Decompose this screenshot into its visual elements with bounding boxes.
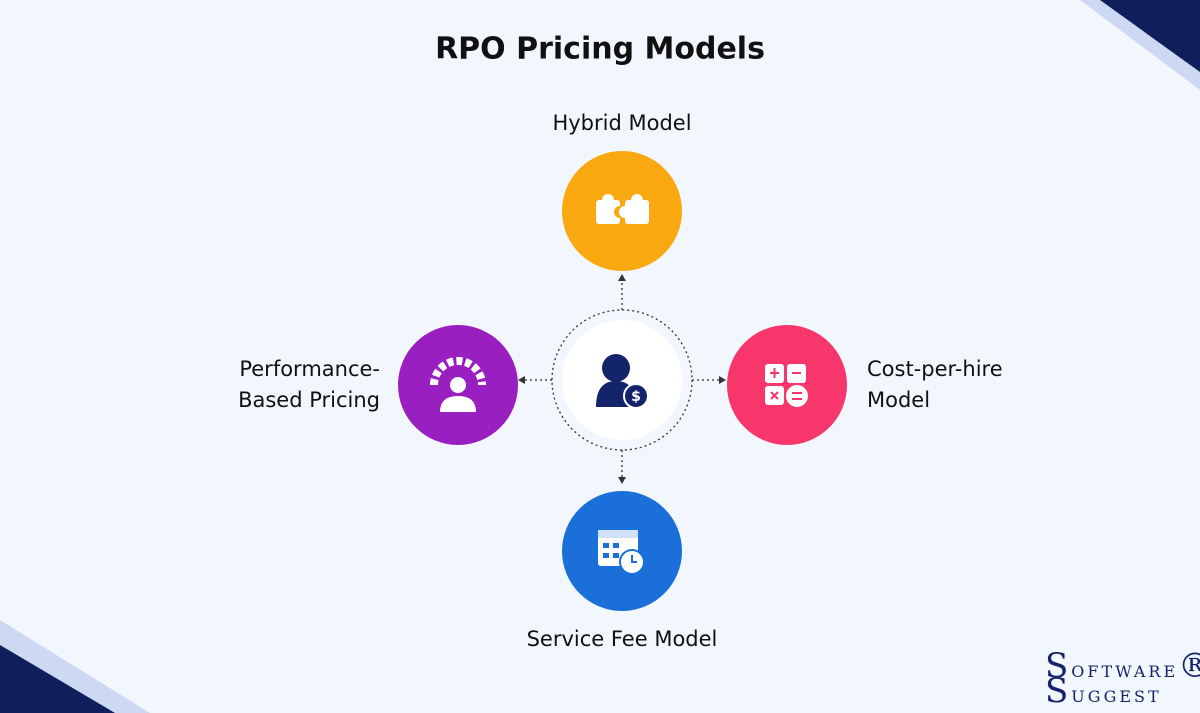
logo-word: SOFTWARE [1045, 646, 1179, 686]
node-label: Based Pricing [238, 388, 380, 412]
calculator-icon [765, 364, 810, 409]
svg-text:$: $ [631, 389, 641, 405]
recruiter-icon: $ [596, 354, 649, 409]
logo-word: SUGGEST [1045, 671, 1162, 711]
node-label: Hybrid Model [552, 111, 691, 135]
connectors [518, 274, 726, 484]
corner-accent [0, 645, 115, 713]
corner-accent [1100, 0, 1200, 72]
center-ring [551, 309, 693, 451]
node-label: Model [867, 388, 930, 412]
node-label: Service Fee Model [527, 627, 718, 651]
calendar-icon [598, 530, 645, 575]
node-label: Performance- [239, 357, 380, 381]
node-label: Cost-per-hire [867, 357, 1003, 381]
title: RPO Pricing Models [435, 32, 765, 67]
gauge-icon [430, 357, 486, 412]
logo-mark: ® [1178, 646, 1200, 686]
node-circle [727, 325, 847, 445]
puzzle-icon [596, 194, 649, 224]
